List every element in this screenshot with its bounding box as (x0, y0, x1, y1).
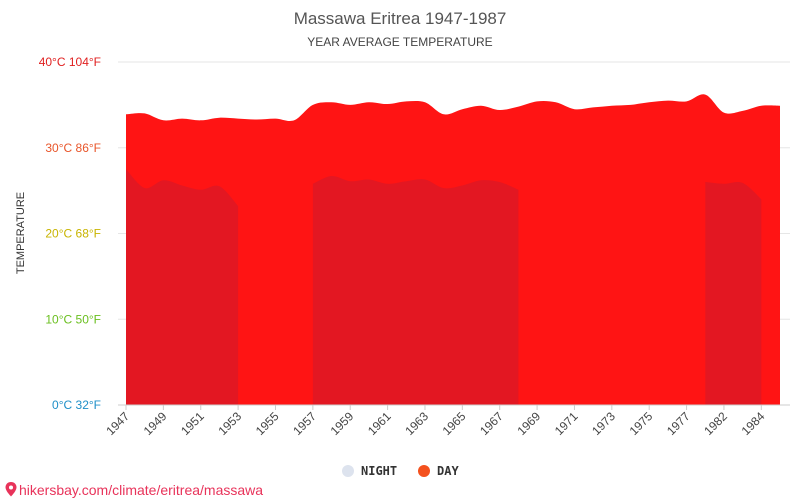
legend-item-day[interactable]: DAY (418, 464, 459, 478)
x-axis-ticks: 1947 1949 1951 1953 1955 1957 1959 1961 1963 1965… (103, 405, 768, 438)
x-tick-label: 1955 (253, 409, 282, 438)
x-tick-label: 1953 (215, 409, 244, 438)
x-tick-label: 1969 (514, 409, 543, 438)
night-area-segment (312, 175, 519, 405)
chart-subtitle: YEAR AVERAGE TEMPERATURE (307, 35, 492, 49)
x-tick-label: 1973 (589, 409, 618, 438)
legend-item-night[interactable]: NIGHT (342, 464, 397, 478)
source-url: hikersbay.com/climate/eritrea/massawa (19, 482, 263, 498)
x-tick-label: 1977 (664, 409, 693, 438)
legend: NIGHT DAY (342, 464, 459, 478)
x-tick-label: 1963 (402, 409, 431, 438)
night-area-segment (705, 181, 762, 405)
x-tick-label: 1965 (440, 409, 469, 438)
location-pin-icon (5, 482, 17, 497)
y-tick-label: 10°C 50°F (45, 312, 101, 326)
night-area-segment (126, 169, 239, 405)
day-area-fill (126, 94, 780, 405)
x-tick-label: 1984 (739, 409, 768, 438)
x-tick-label: 1959 (328, 409, 357, 438)
chart-title: Massawa Eritrea 1947-1987 (294, 9, 507, 28)
night-area (126, 169, 762, 405)
x-tick-label: 1949 (141, 409, 170, 438)
x-tick-label: 1951 (178, 409, 207, 438)
y-tick-label: 0°C 32°F (52, 398, 101, 412)
x-tick-label: 1975 (627, 409, 656, 438)
y-axis-ticks: 0°C 32°F 10°C 50°F 20°C 68°F 30°C 86°F 40°C … (39, 55, 101, 412)
y-tick-label: 30°C 86°F (45, 141, 101, 155)
source-link[interactable]: hikersbay.com/climate/eritrea/massawa (5, 482, 264, 498)
x-tick-label: 1961 (365, 409, 394, 438)
y-tick-label: 20°C 68°F (45, 227, 101, 241)
x-tick-label: 1957 (290, 409, 319, 438)
x-tick-label: 1971 (552, 409, 581, 438)
x-tick-label: 1947 (103, 409, 132, 438)
x-tick-label: 1982 (701, 409, 730, 438)
day-legend-icon (418, 465, 430, 477)
y-axis-title: TEMPERATURE (15, 192, 27, 274)
legend-label-night: NIGHT (361, 464, 397, 478)
x-tick-label: 1967 (477, 409, 506, 438)
night-legend-icon (342, 465, 354, 477)
day-area (126, 94, 780, 405)
legend-label-day: DAY (437, 464, 459, 478)
y-tick-label: 40°C 104°F (39, 55, 101, 69)
